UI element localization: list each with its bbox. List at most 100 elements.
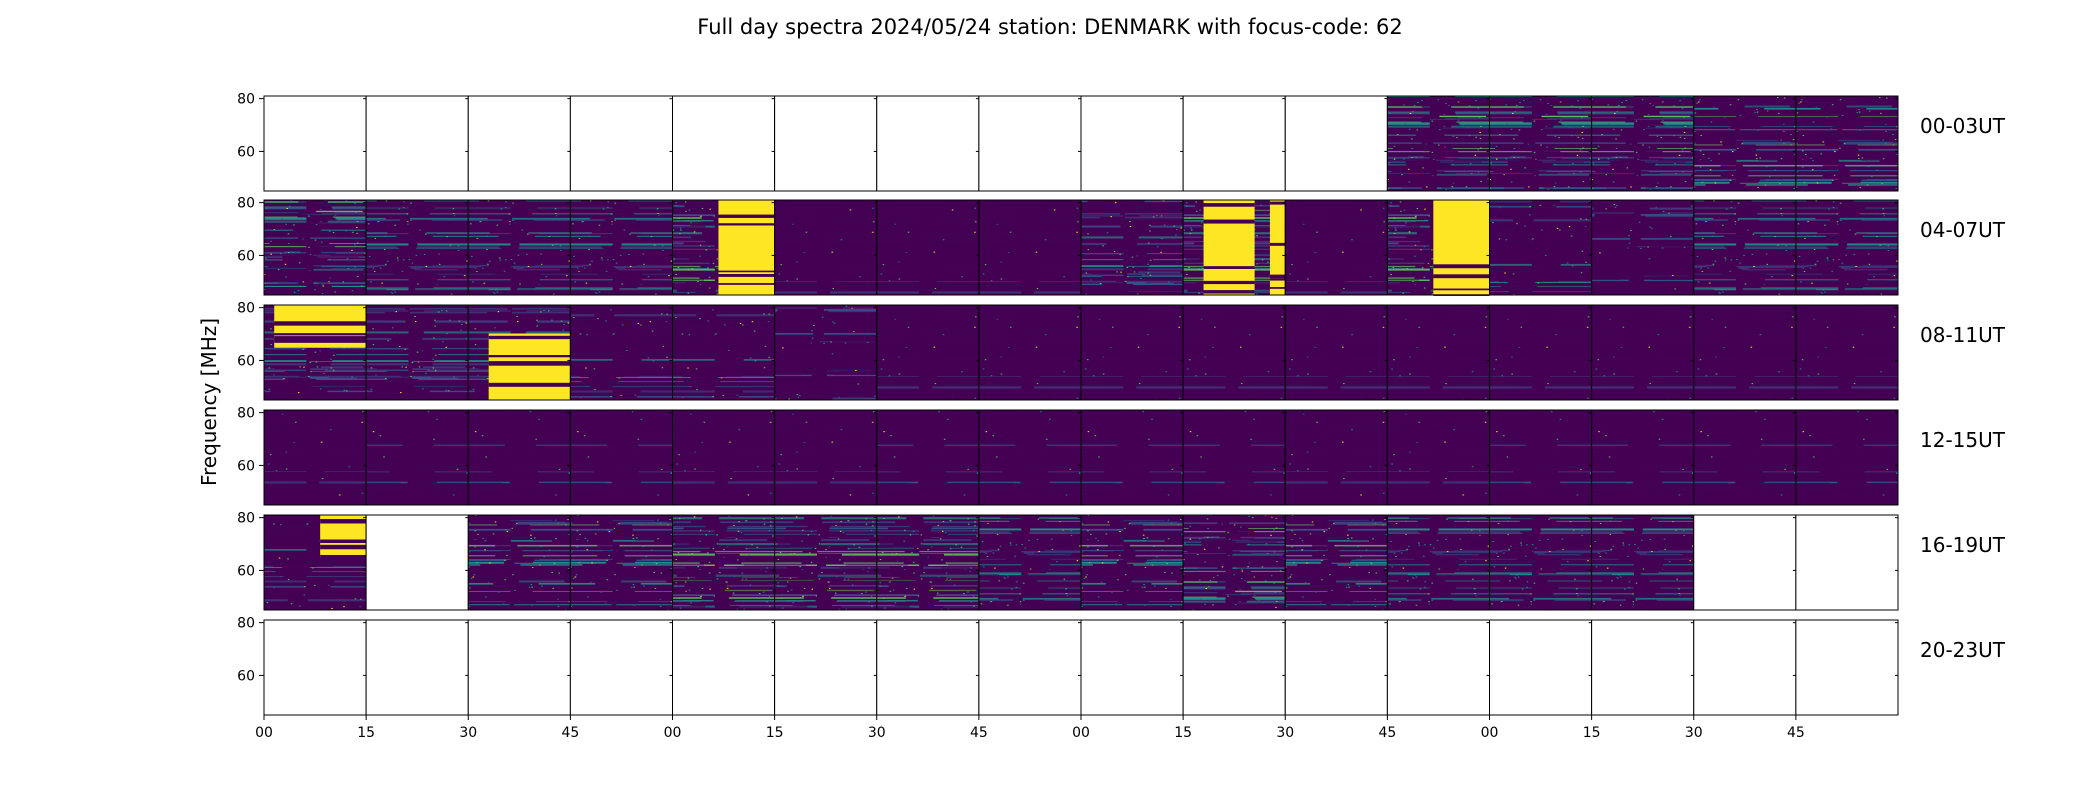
spectrum-panel — [978, 619, 1082, 716]
panel-frame — [1795, 199, 1899, 296]
spectrum-heatmap — [1489, 305, 1592, 400]
spectrum-heatmap — [1489, 410, 1592, 505]
burst-gap — [274, 338, 367, 343]
spectrum-heatmap — [774, 410, 877, 505]
burst-gap — [1269, 274, 1286, 279]
spectrum-heatmap — [1183, 305, 1286, 400]
spectrum-panel — [1080, 199, 1184, 296]
spectrum-panel — [672, 95, 776, 192]
y-tick-label: 60 — [237, 353, 255, 369]
empty-panel — [672, 620, 775, 715]
row-label: 20-23UT — [1920, 638, 2006, 662]
y-tick-label: 80 — [237, 406, 255, 422]
spectrum-panel — [978, 514, 1082, 611]
spectrum-heatmap — [1795, 96, 1898, 191]
spectrum-panel — [569, 199, 673, 296]
spectrum-panel — [1591, 199, 1695, 296]
burst-gap — [1269, 242, 1286, 246]
spectrum-panel — [1182, 514, 1286, 611]
spectrum-panel — [774, 409, 878, 506]
spectrum-panel — [1182, 619, 1286, 716]
spectrum-panel — [1795, 409, 1899, 506]
spectrum-heatmap — [978, 410, 1081, 505]
spectrum-panel — [569, 409, 673, 506]
spectrum-panel — [876, 619, 980, 716]
panel-frame — [1795, 619, 1899, 716]
panel-frame — [1795, 95, 1899, 192]
spectrum-heatmap — [1591, 96, 1694, 191]
spectrum-panel — [774, 95, 878, 192]
spectrum-heatmap — [468, 410, 571, 505]
spectrum-panel — [569, 619, 673, 716]
burst-gap — [488, 355, 571, 358]
empty-panel — [1183, 620, 1286, 715]
x-tick-label: 30 — [459, 725, 477, 741]
x-tick-label: 45 — [970, 725, 988, 741]
burst-gap — [1433, 288, 1490, 291]
empty-panel — [1081, 96, 1184, 191]
empty-panel — [1795, 515, 1898, 610]
spectrum-panel — [1489, 95, 1593, 192]
spectrum-panel — [876, 199, 980, 296]
spectrum-heatmap — [1387, 515, 1490, 610]
y-tick-label: 60 — [237, 248, 255, 264]
x-tick-label: 00 — [1072, 725, 1090, 741]
spectrum-panel — [774, 199, 878, 296]
spectrum-panel — [263, 304, 367, 401]
empty-panel — [672, 96, 775, 191]
burst-gap — [320, 519, 367, 524]
spectrum-heatmap — [876, 410, 979, 505]
spectra-row-20-23UT: 60 80 20-23UT — [237, 616, 2006, 716]
spectrum-panel — [1489, 304, 1593, 401]
spectrum-panel — [1693, 95, 1797, 192]
spectrum-panel — [1284, 199, 1388, 296]
spectrum-heatmap — [876, 200, 979, 295]
spectrum-panel — [1795, 95, 1899, 192]
empty-panel — [1693, 515, 1796, 610]
spectrum-panel — [1080, 409, 1184, 506]
spectrum-panel — [365, 304, 469, 401]
burst-gap — [1203, 203, 1255, 207]
spectrum-panel — [1693, 619, 1797, 716]
burst-gap — [718, 270, 775, 273]
x-tick-label: 15 — [357, 725, 375, 741]
spectrum-panel — [1284, 514, 1388, 611]
spectrum-heatmap — [1285, 305, 1388, 400]
spectrum-panel — [672, 304, 776, 401]
spectrum-panel — [1489, 619, 1593, 716]
spectrum-panel — [774, 514, 878, 611]
empty-panel — [774, 96, 877, 191]
empty-panel — [978, 96, 1081, 191]
burst-gap — [274, 321, 367, 326]
empty-panel — [978, 620, 1081, 715]
spectrum-heatmap — [468, 200, 571, 295]
spectrum-heatmap — [1081, 410, 1184, 505]
spectrum-panel — [263, 95, 367, 192]
empty-panel — [1183, 96, 1286, 191]
spectrum-panel — [1693, 514, 1797, 611]
spectra-row-08-11UT: 60 80 08-11UT — [237, 301, 2006, 401]
burst-gap — [1433, 274, 1490, 279]
burst-gap — [274, 333, 367, 336]
spectrum-heatmap — [1591, 410, 1694, 505]
spectrum-panel — [467, 199, 571, 296]
spectrum-panel — [672, 409, 776, 506]
spectrum-heatmap — [1081, 305, 1184, 400]
spectrum-panel — [774, 619, 878, 716]
y-tick-label: 80 — [237, 92, 255, 108]
spectrum-heatmap — [570, 410, 673, 505]
spectrum-heatmap — [570, 305, 673, 400]
spectrum-panel — [467, 409, 571, 506]
spectrum-panel — [1284, 409, 1388, 506]
empty-panel — [1387, 620, 1490, 715]
spectrum-panel — [467, 514, 571, 611]
spectrum-panel — [1693, 199, 1797, 296]
burst-gap — [718, 274, 775, 277]
spectrum-heatmap — [876, 305, 979, 400]
spectrum-heatmap — [1795, 200, 1898, 295]
burst-band — [1269, 200, 1286, 295]
spectrum-heatmap — [1387, 305, 1490, 400]
spectrum-panel — [263, 619, 367, 716]
x-tick-label: 45 — [561, 725, 579, 741]
panel-frame — [1795, 514, 1899, 611]
